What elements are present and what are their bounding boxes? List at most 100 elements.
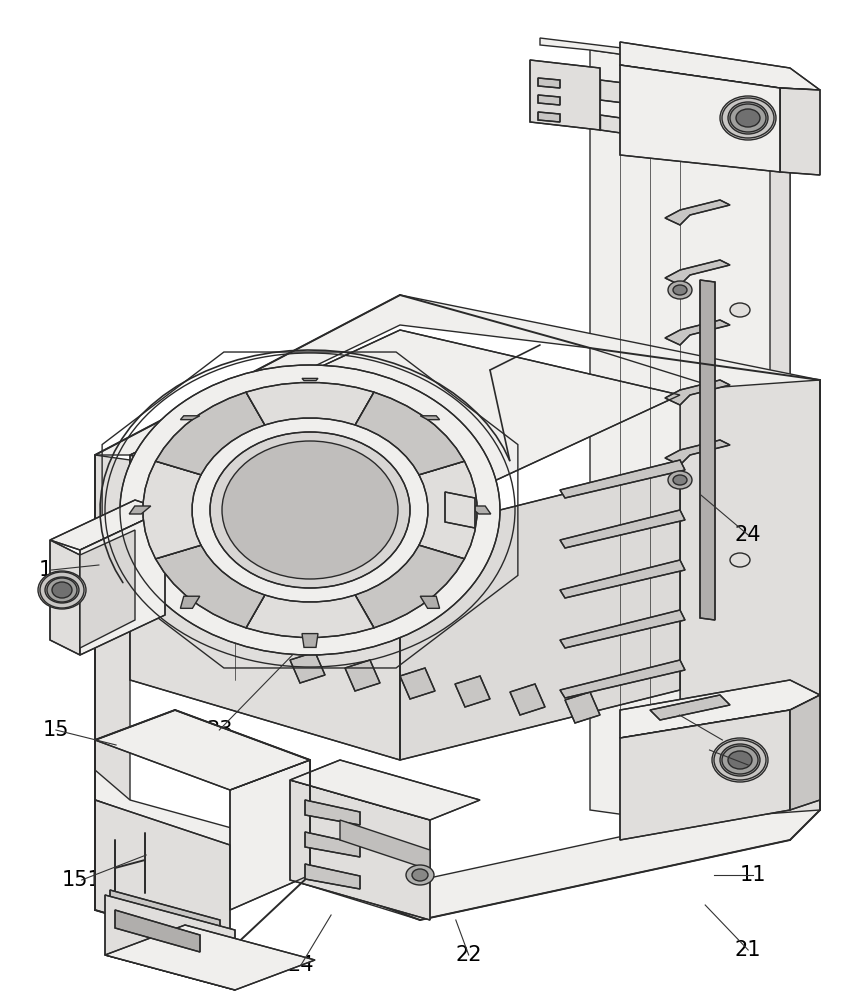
Polygon shape [80,530,135,648]
Text: 21: 21 [735,940,761,960]
Ellipse shape [52,582,72,598]
Polygon shape [620,680,820,738]
Polygon shape [290,760,480,820]
Polygon shape [560,460,685,498]
Text: 12: 12 [710,730,735,750]
Polygon shape [445,492,475,528]
Polygon shape [470,506,491,514]
Ellipse shape [712,738,768,782]
Ellipse shape [668,281,692,299]
Polygon shape [400,668,435,699]
Polygon shape [80,510,165,655]
Polygon shape [600,80,640,105]
Ellipse shape [38,571,86,609]
Polygon shape [110,890,220,940]
Polygon shape [665,380,730,405]
Polygon shape [305,832,360,857]
Polygon shape [156,545,265,628]
Ellipse shape [668,471,692,489]
Polygon shape [105,925,315,990]
Polygon shape [665,320,730,345]
Polygon shape [50,540,80,655]
Text: 24: 24 [288,955,314,975]
Ellipse shape [728,102,768,134]
Polygon shape [355,545,464,628]
Polygon shape [421,416,439,420]
Text: 2: 2 [741,755,755,775]
Polygon shape [780,88,820,175]
Text: 13: 13 [39,560,64,580]
Polygon shape [105,895,235,990]
Polygon shape [560,510,685,548]
Polygon shape [665,440,730,465]
Ellipse shape [673,285,687,295]
Polygon shape [560,560,685,598]
Polygon shape [181,596,200,608]
Polygon shape [665,260,730,285]
Polygon shape [700,280,715,620]
Polygon shape [421,596,439,608]
Ellipse shape [730,553,750,567]
Polygon shape [290,652,325,683]
Polygon shape [790,695,820,810]
Text: 33: 33 [206,720,232,740]
Ellipse shape [728,751,752,769]
Polygon shape [355,392,464,475]
Polygon shape [620,42,820,90]
Polygon shape [246,383,374,425]
Polygon shape [770,75,790,835]
Polygon shape [510,684,545,715]
Ellipse shape [45,577,79,603]
Polygon shape [50,500,165,550]
Polygon shape [680,380,820,820]
Polygon shape [538,112,560,122]
Polygon shape [620,710,790,840]
Polygon shape [345,660,380,691]
Ellipse shape [406,865,434,885]
Polygon shape [129,506,150,514]
Polygon shape [419,461,477,559]
Ellipse shape [412,869,428,881]
Polygon shape [95,770,820,920]
Polygon shape [130,330,680,520]
Ellipse shape [210,432,410,588]
Polygon shape [565,692,600,723]
Ellipse shape [730,303,750,317]
Polygon shape [156,392,265,475]
Ellipse shape [222,441,398,579]
Polygon shape [130,455,400,760]
Polygon shape [560,660,685,698]
Polygon shape [302,378,318,381]
Ellipse shape [120,365,500,655]
Text: 15: 15 [43,720,69,740]
Text: 22: 22 [456,945,482,965]
Ellipse shape [673,475,687,485]
Polygon shape [230,760,310,910]
Polygon shape [143,461,201,559]
Polygon shape [115,910,200,952]
Polygon shape [305,800,360,825]
Polygon shape [246,595,374,637]
Polygon shape [340,820,430,870]
Polygon shape [650,695,730,720]
Polygon shape [181,416,200,420]
Polygon shape [290,780,430,920]
Polygon shape [538,78,560,88]
Polygon shape [620,65,780,172]
Ellipse shape [736,109,760,127]
Polygon shape [95,800,230,950]
Polygon shape [540,38,770,75]
Polygon shape [538,95,560,105]
Polygon shape [400,465,680,760]
Text: 151: 151 [62,870,101,890]
Polygon shape [665,200,730,225]
Text: 24: 24 [735,525,761,545]
Polygon shape [590,50,790,835]
Polygon shape [600,115,635,135]
Ellipse shape [720,96,776,140]
Polygon shape [95,295,820,455]
Polygon shape [302,634,318,647]
Polygon shape [305,864,360,889]
Polygon shape [95,455,130,830]
Polygon shape [455,676,490,707]
